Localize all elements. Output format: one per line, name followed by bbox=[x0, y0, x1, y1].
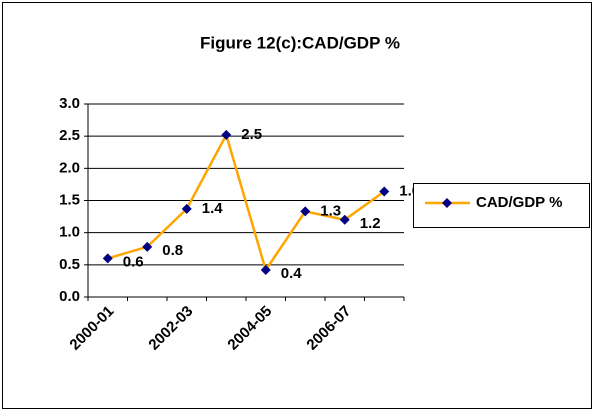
marker bbox=[260, 264, 271, 275]
data-label: 1.4 bbox=[202, 200, 224, 217]
marker bbox=[102, 253, 113, 264]
line bbox=[107, 131, 385, 273]
y-tick-label: 0.5 bbox=[59, 256, 80, 273]
data-label: 2.5 bbox=[241, 126, 262, 143]
chart-title: Figure 12(c):CAD/GDP % bbox=[200, 33, 400, 52]
marker bbox=[142, 241, 153, 252]
y-tick-label: 1.0 bbox=[59, 224, 80, 241]
legend-label: CAD/GDP % bbox=[476, 194, 562, 211]
y-tick-label: 1.5 bbox=[59, 191, 80, 208]
marker bbox=[339, 214, 350, 225]
marker bbox=[221, 129, 232, 140]
y-tick-label: 0.0 bbox=[59, 288, 80, 305]
legend-box bbox=[413, 183, 590, 228]
y-tick-label: 2.5 bbox=[59, 127, 80, 144]
legend-marker bbox=[442, 198, 452, 208]
data-label: 1.3 bbox=[320, 202, 341, 219]
data-label: 1.2 bbox=[360, 215, 381, 232]
marker bbox=[300, 206, 311, 217]
y-tick-label: 3.0 bbox=[59, 95, 80, 112]
data-label: 0.4 bbox=[281, 265, 303, 282]
y-tick-label: 2.0 bbox=[59, 159, 80, 176]
data-label: 0.8 bbox=[162, 242, 183, 259]
marker bbox=[379, 186, 390, 197]
data-label: 0.6 bbox=[123, 253, 144, 270]
marker bbox=[181, 203, 192, 214]
